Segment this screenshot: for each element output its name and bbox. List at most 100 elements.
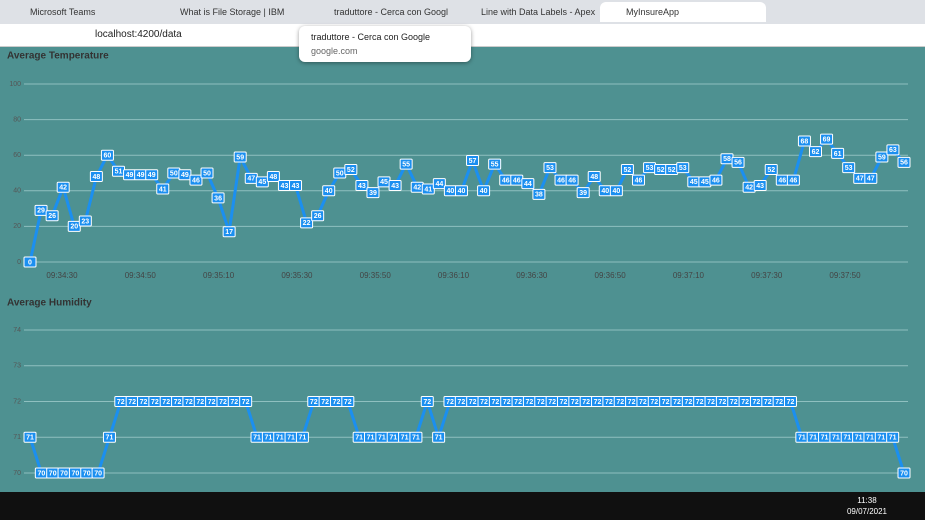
data-label: 58 <box>723 156 731 163</box>
data-label: 53 <box>646 165 654 172</box>
data-label: 72 <box>560 399 568 406</box>
data-label: 72 <box>480 399 488 406</box>
url[interactable]: localhost:4200/data <box>95 29 182 40</box>
data-label-box <box>432 178 446 190</box>
data-label-box <box>341 396 355 407</box>
data-label: 69 <box>823 137 831 144</box>
data-label-box <box>409 431 423 443</box>
data-label: 46 <box>635 177 643 184</box>
data-label: 71 <box>412 435 420 442</box>
tab[interactable]: What is File Storage | IBM <box>180 7 285 17</box>
data-label-box <box>786 174 800 186</box>
x-tick-label: 09:36:50 <box>595 271 627 280</box>
y-tick-label: 71 <box>13 434 21 441</box>
data-label: 72 <box>333 399 341 406</box>
data-label: 71 <box>809 435 817 442</box>
data-label-box <box>521 178 535 190</box>
data-label: 49 <box>181 172 189 179</box>
data-label: 72 <box>310 399 318 406</box>
data-label: 71 <box>355 435 363 442</box>
data-label: 72 <box>242 399 250 406</box>
data-label: 72 <box>684 399 692 406</box>
x-tick-label: 09:37:50 <box>829 271 861 280</box>
data-label-box <box>366 187 380 199</box>
data-label: 60 <box>104 153 112 160</box>
data-label: 70 <box>900 470 908 477</box>
data-label: 41 <box>159 186 167 193</box>
data-label: 26 <box>48 213 56 220</box>
data-label-box <box>631 174 645 186</box>
data-label: 72 <box>128 399 136 406</box>
y-tick-label: 74 <box>13 327 21 334</box>
data-label: 72 <box>196 399 204 406</box>
data-label-box <box>266 171 280 183</box>
data-label: 41 <box>424 186 432 193</box>
data-label-box <box>875 151 889 163</box>
data-label: 46 <box>192 177 200 184</box>
data-label: 72 <box>605 399 613 406</box>
data-label: 71 <box>299 435 307 442</box>
data-label: 72 <box>628 399 636 406</box>
data-label: 72 <box>537 399 545 406</box>
data-label: 71 <box>367 435 375 442</box>
data-label: 47 <box>247 176 255 183</box>
data-label-box <box>300 217 314 229</box>
data-label: 72 <box>423 399 431 406</box>
data-label: 72 <box>662 399 670 406</box>
data-label: 46 <box>712 177 720 184</box>
data-label: 71 <box>843 435 851 442</box>
tooltip-host: google.com <box>311 46 358 56</box>
data-label: 56 <box>734 160 742 167</box>
data-label: 43 <box>281 183 289 190</box>
data-label-box <box>355 179 369 191</box>
data-label-box <box>709 174 723 186</box>
data-label: 71 <box>435 435 443 442</box>
time: 11:38 <box>857 496 877 505</box>
data-label-box <box>239 396 253 407</box>
data-label: 43 <box>391 183 399 190</box>
data-label: 70 <box>37 470 45 477</box>
data-label: 46 <box>778 177 786 184</box>
data-label: 22 <box>303 220 311 227</box>
data-label: 44 <box>524 181 532 188</box>
data-label-box <box>543 162 557 174</box>
data-label-box <box>100 149 114 161</box>
tooltip-title: traduttore - Cerca con Google <box>311 32 431 42</box>
x-tick-label: 09:34:30 <box>46 271 78 280</box>
data-label: 72 <box>185 399 193 406</box>
data-label: 40 <box>447 188 455 195</box>
data-label: 53 <box>679 165 687 172</box>
tab[interactable]: traduttore - Cerca con Googl <box>334 7 449 17</box>
data-label: 52 <box>624 167 632 174</box>
data-label: 72 <box>151 399 159 406</box>
data-label: 72 <box>219 399 227 406</box>
data-label: 45 <box>258 179 266 186</box>
data-label: 43 <box>756 183 764 190</box>
data-label: 53 <box>546 165 554 172</box>
data-label: 70 <box>60 470 68 477</box>
data-label-box <box>189 174 203 186</box>
data-label: 42 <box>745 185 753 192</box>
data-label: 20 <box>70 224 78 231</box>
data-label: 45 <box>380 179 388 186</box>
data-label: 71 <box>389 435 397 442</box>
data-label-box <box>808 146 822 158</box>
data-label: 49 <box>137 172 145 179</box>
data-label-box <box>532 188 546 200</box>
data-label: 72 <box>616 399 624 406</box>
data-label: 51 <box>115 169 123 176</box>
data-label-box <box>102 431 116 443</box>
data-label: 44 <box>435 181 443 188</box>
data-label-box <box>488 158 502 170</box>
tab[interactable]: MyInsureApp <box>600 2 766 22</box>
data-label: 72 <box>718 399 726 406</box>
tab[interactable]: Line with Data Labels - Apex <box>481 7 596 17</box>
tab[interactable]: Microsoft Teams <box>30 7 96 17</box>
chart-title: Average Humidity <box>7 298 92 309</box>
data-label: 59 <box>878 154 886 161</box>
data-label: 48 <box>269 174 277 181</box>
y-tick-label: 60 <box>13 152 21 159</box>
data-label-box <box>45 210 59 222</box>
data-label: 46 <box>502 177 510 184</box>
